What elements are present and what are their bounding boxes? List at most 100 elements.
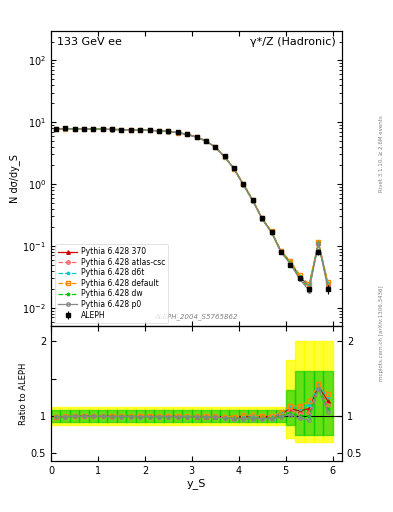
Pythia 6.428 default: [204, 138, 208, 144]
Pythia 6.428 default: [194, 134, 199, 140]
Pythia 6.428 default: [288, 258, 293, 264]
Pythia 6.428 d6t: [147, 127, 152, 134]
Pythia 6.428 p0: [110, 126, 114, 133]
Pythia 6.428 dw: [260, 216, 264, 222]
Pythia 6.428 370: [194, 134, 199, 140]
Pythia 6.428 d6t: [269, 229, 274, 235]
Pythia 6.428 d6t: [110, 126, 114, 133]
Line: Pythia 6.428 dw: Pythia 6.428 dw: [54, 127, 330, 291]
Pythia 6.428 p0: [194, 134, 199, 140]
Pythia 6.428 d6t: [316, 240, 321, 246]
Pythia 6.428 p0: [325, 285, 330, 291]
Pythia 6.428 d6t: [194, 134, 199, 140]
Pythia 6.428 370: [138, 127, 143, 133]
Pythia 6.428 370: [157, 127, 162, 134]
Pythia 6.428 atlas-csc: [138, 127, 143, 133]
Pythia 6.428 370: [213, 144, 218, 150]
Pythia 6.428 dw: [157, 127, 162, 134]
Text: ALEPH_2004_S5765862: ALEPH_2004_S5765862: [155, 314, 238, 321]
Pythia 6.428 atlas-csc: [213, 144, 218, 150]
Pythia 6.428 dw: [213, 144, 218, 150]
Pythia 6.428 p0: [279, 249, 283, 255]
Pythia 6.428 370: [119, 126, 124, 133]
Line: Pythia 6.428 default: Pythia 6.428 default: [54, 127, 330, 286]
Pythia 6.428 default: [82, 126, 86, 132]
Pythia 6.428 atlas-csc: [119, 126, 124, 133]
Pythia 6.428 d6t: [288, 259, 293, 265]
Pythia 6.428 default: [166, 129, 171, 135]
Pythia 6.428 370: [72, 125, 77, 132]
Pythia 6.428 default: [269, 228, 274, 234]
Pythia 6.428 default: [53, 126, 58, 132]
Pythia 6.428 dw: [250, 198, 255, 204]
Pythia 6.428 p0: [147, 127, 152, 134]
Pythia 6.428 atlas-csc: [279, 248, 283, 254]
Pythia 6.428 370: [241, 181, 246, 187]
Pythia 6.428 d6t: [91, 126, 95, 132]
Pythia 6.428 d6t: [204, 138, 208, 144]
Pythia 6.428 dw: [325, 284, 330, 290]
Pythia 6.428 default: [260, 215, 264, 221]
Line: Pythia 6.428 atlas-csc: Pythia 6.428 atlas-csc: [54, 127, 330, 290]
Pythia 6.428 atlas-csc: [204, 138, 208, 144]
Pythia 6.428 p0: [298, 276, 302, 282]
Text: mcplots.cern.ch [arXiv:1306.3436]: mcplots.cern.ch [arXiv:1306.3436]: [379, 285, 384, 380]
Pythia 6.428 p0: [82, 126, 86, 132]
Pythia 6.428 dw: [82, 126, 86, 132]
Line: Pythia 6.428 d6t: Pythia 6.428 d6t: [54, 127, 330, 287]
Pythia 6.428 default: [231, 165, 236, 172]
Pythia 6.428 d6t: [53, 126, 58, 132]
Pythia 6.428 default: [100, 126, 105, 132]
Y-axis label: Ratio to ALEPH: Ratio to ALEPH: [19, 362, 28, 425]
Pythia 6.428 p0: [260, 216, 264, 222]
Pythia 6.428 dw: [298, 275, 302, 281]
Pythia 6.428 p0: [269, 230, 274, 236]
Pythia 6.428 d6t: [129, 126, 133, 133]
Pythia 6.428 p0: [72, 126, 77, 132]
Pythia 6.428 default: [213, 144, 218, 150]
Pythia 6.428 d6t: [250, 197, 255, 203]
Pythia 6.428 p0: [316, 241, 321, 247]
Pythia 6.428 default: [250, 197, 255, 203]
Pythia 6.428 370: [110, 126, 114, 133]
Pythia 6.428 default: [175, 130, 180, 136]
Pythia 6.428 default: [307, 281, 311, 287]
Pythia 6.428 p0: [138, 127, 143, 133]
Pythia 6.428 p0: [100, 126, 105, 133]
Pythia 6.428 d6t: [241, 181, 246, 187]
Pythia 6.428 atlas-csc: [53, 126, 58, 132]
Pythia 6.428 p0: [166, 129, 171, 135]
Pythia 6.428 p0: [63, 125, 68, 132]
Pythia 6.428 dw: [53, 126, 58, 132]
Pythia 6.428 default: [72, 125, 77, 132]
Pythia 6.428 default: [91, 126, 95, 132]
Y-axis label: N dσ/dy_S: N dσ/dy_S: [9, 154, 20, 203]
Pythia 6.428 atlas-csc: [147, 127, 152, 134]
Pythia 6.428 d6t: [325, 280, 330, 286]
Pythia 6.428 p0: [288, 261, 293, 267]
Pythia 6.428 default: [138, 127, 143, 133]
Pythia 6.428 atlas-csc: [194, 134, 199, 140]
Pythia 6.428 p0: [157, 128, 162, 134]
Pythia 6.428 d6t: [63, 125, 68, 132]
Pythia 6.428 dw: [316, 240, 321, 246]
Pythia 6.428 p0: [91, 126, 95, 132]
Pythia 6.428 370: [250, 197, 255, 203]
Pythia 6.428 370: [91, 126, 95, 132]
Pythia 6.428 atlas-csc: [269, 229, 274, 235]
Pythia 6.428 d6t: [231, 165, 236, 172]
Text: Rivet 3.1.10, ≥ 2.6M events: Rivet 3.1.10, ≥ 2.6M events: [379, 115, 384, 192]
Pythia 6.428 default: [325, 279, 330, 285]
X-axis label: y_S: y_S: [187, 478, 206, 489]
Pythia 6.428 370: [288, 259, 293, 265]
Pythia 6.428 370: [279, 248, 283, 254]
Pythia 6.428 d6t: [185, 131, 189, 137]
Pythia 6.428 d6t: [157, 127, 162, 134]
Pythia 6.428 default: [63, 125, 68, 132]
Pythia 6.428 p0: [204, 138, 208, 144]
Pythia 6.428 atlas-csc: [72, 125, 77, 132]
Pythia 6.428 default: [279, 247, 283, 253]
Pythia 6.428 370: [222, 154, 227, 160]
Pythia 6.428 atlas-csc: [222, 154, 227, 160]
Pythia 6.428 atlas-csc: [250, 198, 255, 204]
